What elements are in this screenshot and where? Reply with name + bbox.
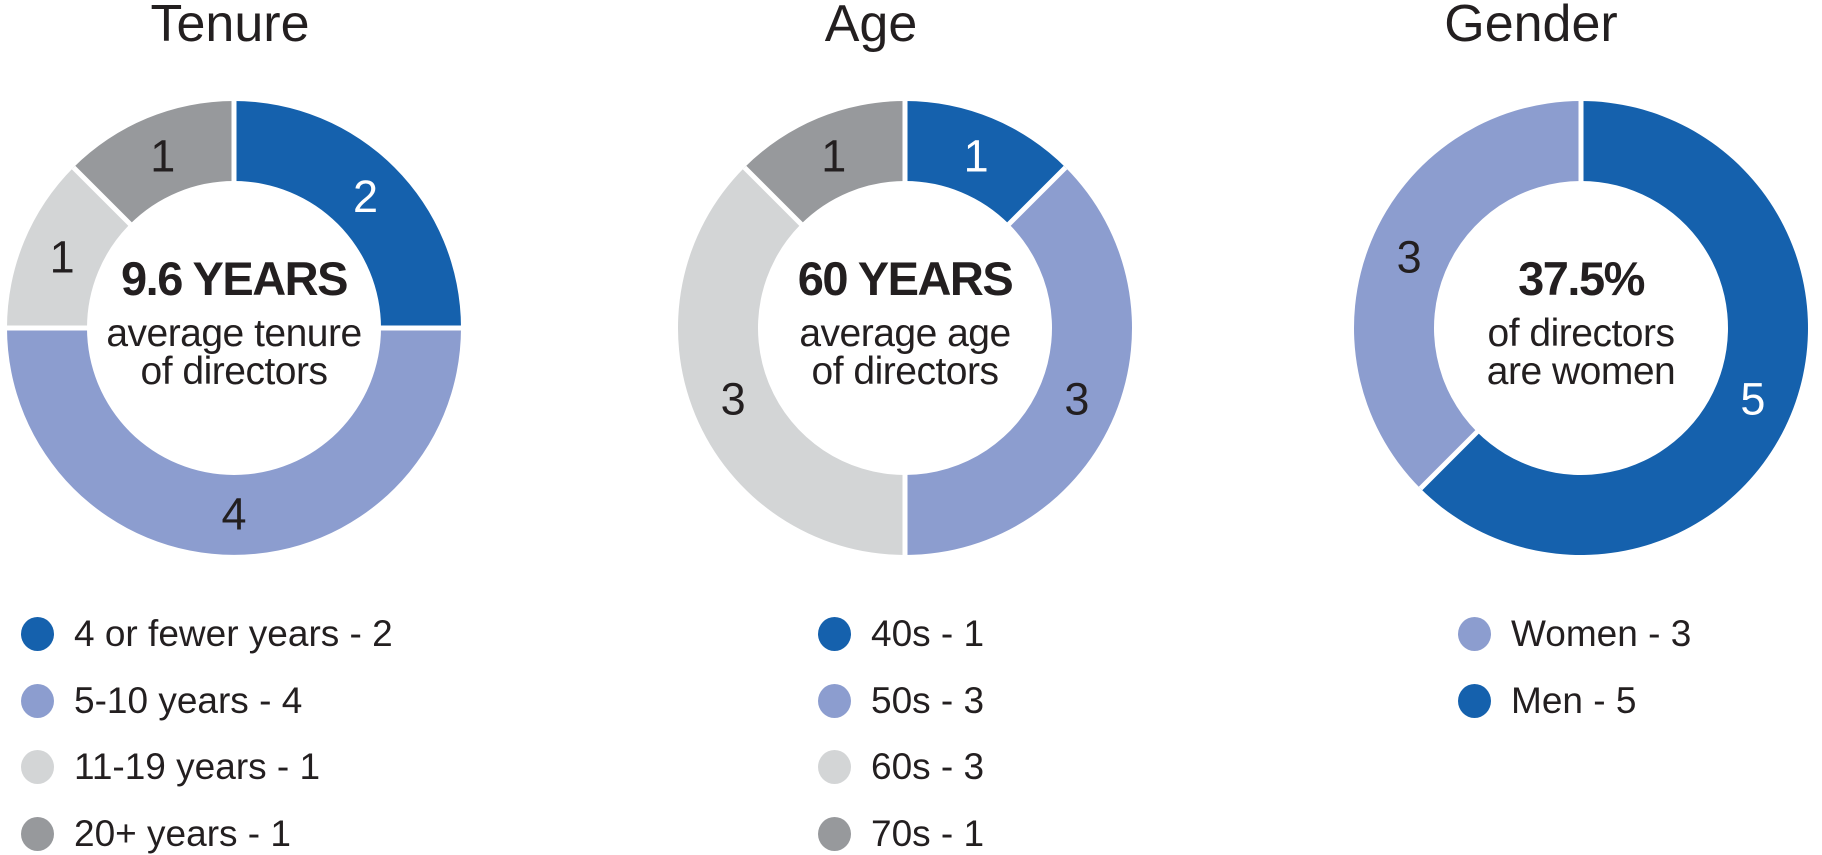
donut-slice-4-or-fewer-years xyxy=(234,101,461,328)
donut-slice-women xyxy=(1354,101,1581,489)
legend-item: 5-10 years - 4 xyxy=(21,677,393,725)
legend-swatch-icon xyxy=(818,683,851,718)
chart-title-gender: Gender xyxy=(1444,0,1618,53)
donut-slice-5-10-years xyxy=(7,328,461,555)
segment-separator xyxy=(1418,326,1583,491)
legend-swatch-icon xyxy=(818,617,851,651)
chart-title-tenure: Tenure xyxy=(150,0,310,53)
gender-center-headline: 37.5% xyxy=(1518,252,1645,305)
legend-label: 50s - 3 xyxy=(871,679,985,721)
segment-separator xyxy=(903,165,1068,330)
slice-value-label: 1 xyxy=(821,131,846,182)
legend-label: 40s - 1 xyxy=(871,613,985,654)
tenure-center-headline: 9.6 YEARS xyxy=(121,252,348,305)
donut-slice-70s xyxy=(744,101,905,225)
legend-item: 50s - 3 xyxy=(818,677,984,725)
slice-value-label: 2 xyxy=(353,171,378,222)
legend-swatch-icon xyxy=(21,816,54,851)
legend-swatch-icon xyxy=(21,683,54,718)
legend-item: 4 or fewer years - 2 xyxy=(21,610,393,658)
donut-slice-11-19-years xyxy=(7,167,131,328)
donut-slice-60s xyxy=(677,167,905,555)
donut-age: 1 3 3 1 xyxy=(677,101,1132,555)
tenure-center-subline-2: of directors xyxy=(140,350,328,393)
gender-center-subline-1: of directors xyxy=(1487,312,1675,355)
age-center-subline-2: of directors xyxy=(811,350,999,393)
donut-slice-men xyxy=(1420,101,1808,556)
gender-center-subline-2: are women xyxy=(1486,350,1676,393)
slice-value-label: 3 xyxy=(721,374,746,425)
segment-separator xyxy=(71,165,236,330)
legend-label: 5-10 years - 4 xyxy=(74,679,303,721)
legend-label: Women - 3 xyxy=(1511,613,1692,654)
tenure-center-text: 9.6 YEARS average tenure of directors xyxy=(64,252,404,393)
tenure-legend: 4 or fewer years - 2 5-10 years - 4 11-19 … xyxy=(21,610,393,855)
donut-gender: 53 xyxy=(1354,101,1808,556)
legend-item: Women - 3 xyxy=(1458,610,1691,658)
legend-label: 20+ years - 1 xyxy=(74,812,291,854)
age-center-subline-1: average age xyxy=(799,312,1011,355)
gender-center-text: 37.5% of directors are women xyxy=(1411,252,1751,393)
slice-value-label: 1 xyxy=(50,231,75,282)
age-center-headline: 60 YEARS xyxy=(797,252,1014,305)
chart-title-age: Age xyxy=(824,0,918,53)
legend-swatch-icon xyxy=(21,617,54,651)
donut-slice-20-years xyxy=(73,101,235,225)
legend-swatch-icon xyxy=(1458,683,1491,718)
gender-legend: Women - 3 Men - 5 xyxy=(1458,610,1691,725)
legend-swatch-icon xyxy=(21,750,54,784)
legend-item: Men - 5 xyxy=(1458,677,1691,725)
donut-slice-50s xyxy=(905,167,1132,555)
legend-item: 20+ years - 1 xyxy=(21,810,393,855)
legend-item: 60s - 3 xyxy=(818,743,984,791)
legend-swatch-icon xyxy=(818,750,851,784)
legend-item: 70s - 1 xyxy=(818,810,984,855)
slice-value-label: 3 xyxy=(1397,231,1422,282)
slice-value-label: 3 xyxy=(1064,374,1089,425)
age-legend: 40s - 1 50s - 3 60s - 3 70s - 1 xyxy=(818,610,984,855)
legend-label: 11-19 years - 1 xyxy=(74,746,321,787)
legend-label: 70s - 1 xyxy=(871,812,985,854)
donut-tenure: 2 4 1 1 xyxy=(7,101,461,555)
legend-item: 11-19 years - 1 xyxy=(21,743,393,791)
legend-label: 60s - 3 xyxy=(871,746,985,787)
slice-value-label: 4 xyxy=(221,489,246,540)
tenure-center-subline-1: average tenure xyxy=(106,312,362,355)
slice-value-label: 1 xyxy=(150,131,175,182)
slice-value-label: 5 xyxy=(1740,374,1765,425)
legend-label: Men - 5 xyxy=(1511,679,1637,721)
slice-value-label: 1 xyxy=(964,131,989,182)
segment-separator xyxy=(742,165,907,330)
age-center-text: 60 YEARS average age of directors xyxy=(735,252,1075,393)
donut-slice-40s xyxy=(905,101,1066,225)
legend-swatch-icon xyxy=(1458,617,1491,651)
legend-label: 4 or fewer years - 2 xyxy=(74,613,393,654)
legend-item: 40s - 1 xyxy=(818,610,984,658)
legend-swatch-icon xyxy=(818,816,851,851)
